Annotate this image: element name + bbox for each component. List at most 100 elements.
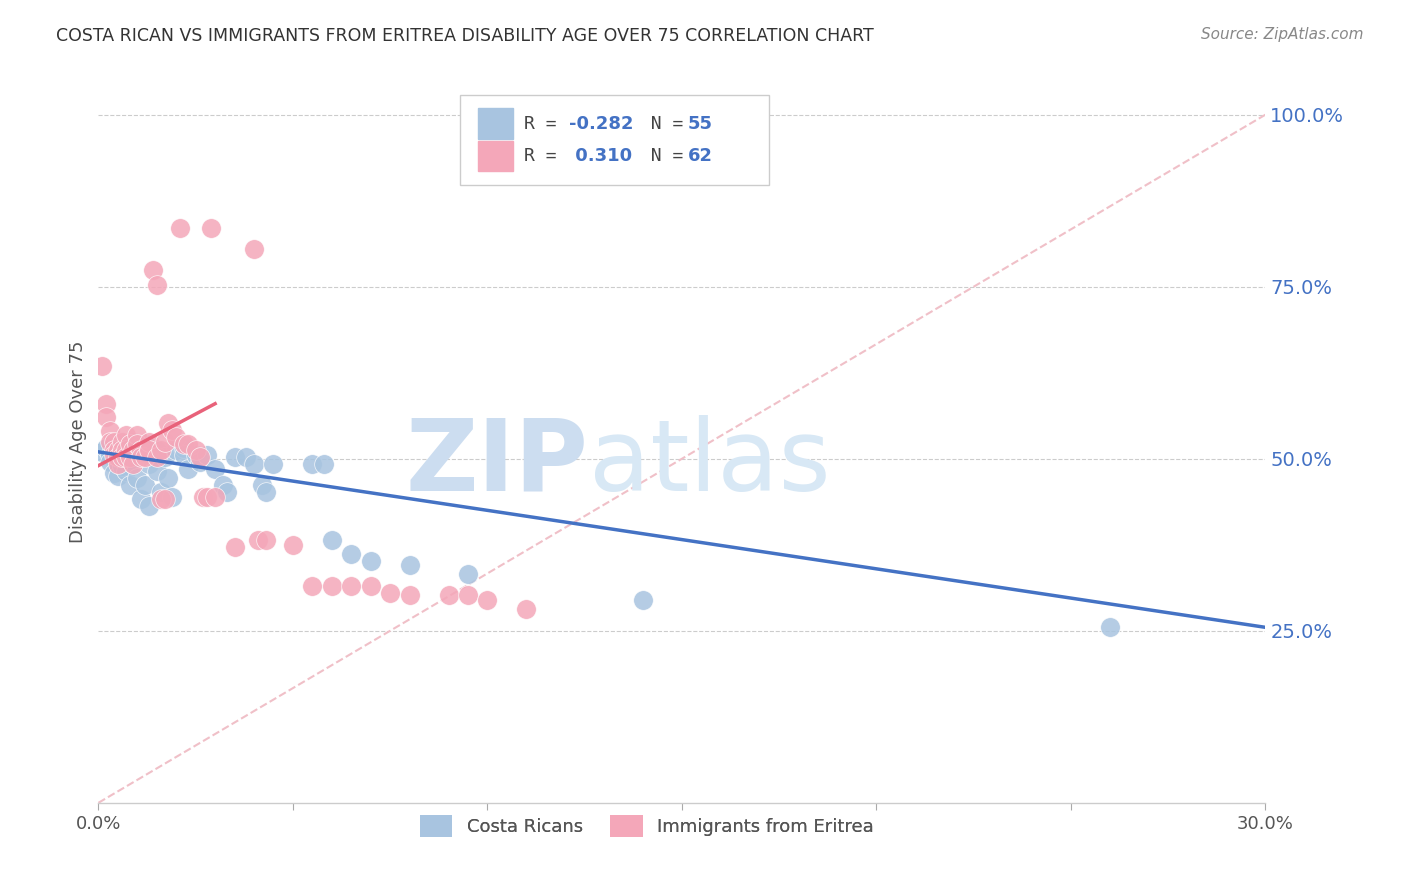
Point	[134, 436, 156, 450]
Point	[98, 448, 121, 462]
Point	[157, 471, 180, 485]
Point	[380, 586, 402, 600]
Point	[340, 579, 363, 593]
Point	[149, 443, 172, 458]
Point	[1098, 620, 1121, 634]
Point	[437, 588, 460, 602]
Point	[107, 450, 129, 465]
Point	[165, 430, 187, 444]
Text: -0.282: -0.282	[568, 115, 633, 133]
Point	[129, 491, 152, 506]
Point	[477, 592, 499, 607]
Point	[122, 434, 145, 449]
Point	[127, 427, 149, 442]
Point	[360, 579, 382, 593]
Point	[114, 445, 136, 459]
Text: 62: 62	[688, 147, 713, 165]
Text: R =: R =	[524, 115, 568, 133]
Point	[122, 457, 145, 471]
Point	[111, 443, 134, 458]
Point	[184, 448, 207, 462]
Point	[142, 262, 165, 277]
Point	[118, 451, 141, 466]
Point	[254, 484, 277, 499]
Point	[321, 533, 343, 547]
Point	[118, 478, 141, 492]
Text: R =: R =	[524, 147, 568, 165]
Text: Source: ZipAtlas.com: Source: ZipAtlas.com	[1201, 27, 1364, 42]
Point	[195, 490, 218, 504]
Point	[457, 588, 479, 602]
Text: atlas: atlas	[589, 415, 830, 512]
Text: COSTA RICAN VS IMMIGRANTS FROM ERITREA DISABILITY AGE OVER 75 CORRELATION CHART: COSTA RICAN VS IMMIGRANTS FROM ERITREA D…	[56, 27, 875, 45]
Point	[146, 443, 169, 458]
Point	[107, 457, 129, 471]
Point	[188, 455, 211, 469]
Point	[301, 579, 323, 593]
Point	[301, 457, 323, 471]
Point	[153, 491, 176, 506]
Point	[224, 540, 246, 554]
Point	[149, 484, 172, 499]
Point	[103, 443, 125, 458]
Point	[98, 434, 121, 449]
Point	[127, 436, 149, 450]
Point	[134, 450, 156, 465]
Y-axis label: Disability Age Over 75: Disability Age Over 75	[69, 340, 87, 543]
Point	[122, 443, 145, 458]
Text: ZIP: ZIP	[406, 415, 589, 512]
Legend: Costa Ricans, Immigrants from Eritrea: Costa Ricans, Immigrants from Eritrea	[413, 808, 882, 845]
Point	[96, 442, 118, 456]
Point	[173, 448, 195, 462]
Point	[169, 221, 191, 235]
Point	[107, 443, 129, 458]
Point	[204, 490, 226, 504]
Point	[250, 478, 273, 492]
Point	[360, 553, 382, 567]
Point	[129, 443, 152, 458]
Point	[224, 450, 246, 465]
Point	[98, 455, 121, 469]
Point	[118, 450, 141, 465]
Point	[243, 242, 266, 256]
Point	[204, 462, 226, 476]
Point	[129, 450, 152, 465]
Point	[177, 462, 200, 476]
Point	[111, 434, 134, 449]
FancyBboxPatch shape	[460, 95, 769, 185]
Point	[138, 457, 160, 471]
Point	[91, 445, 114, 459]
Point	[114, 464, 136, 478]
Point	[107, 448, 129, 462]
Point	[153, 450, 176, 465]
Point	[188, 450, 211, 465]
Point	[138, 434, 160, 449]
Point	[235, 450, 257, 465]
Point	[111, 450, 134, 465]
Point	[398, 558, 420, 573]
Point	[103, 445, 125, 459]
Point	[111, 438, 134, 452]
Point	[118, 436, 141, 450]
Point	[184, 443, 207, 458]
FancyBboxPatch shape	[478, 141, 513, 171]
Point	[340, 547, 363, 561]
Text: 55: 55	[688, 115, 713, 133]
Point	[631, 592, 654, 607]
Point	[157, 416, 180, 430]
Point	[98, 424, 121, 438]
Point	[107, 469, 129, 483]
Point	[262, 457, 284, 471]
Point	[114, 450, 136, 465]
FancyBboxPatch shape	[478, 109, 513, 139]
Point	[114, 443, 136, 458]
Point	[177, 436, 200, 450]
Point	[515, 601, 537, 615]
Point	[127, 443, 149, 458]
Point	[215, 484, 238, 499]
Point	[398, 588, 420, 602]
Point	[129, 450, 152, 465]
Point	[200, 221, 222, 235]
Point	[96, 410, 118, 425]
Point	[162, 423, 184, 437]
